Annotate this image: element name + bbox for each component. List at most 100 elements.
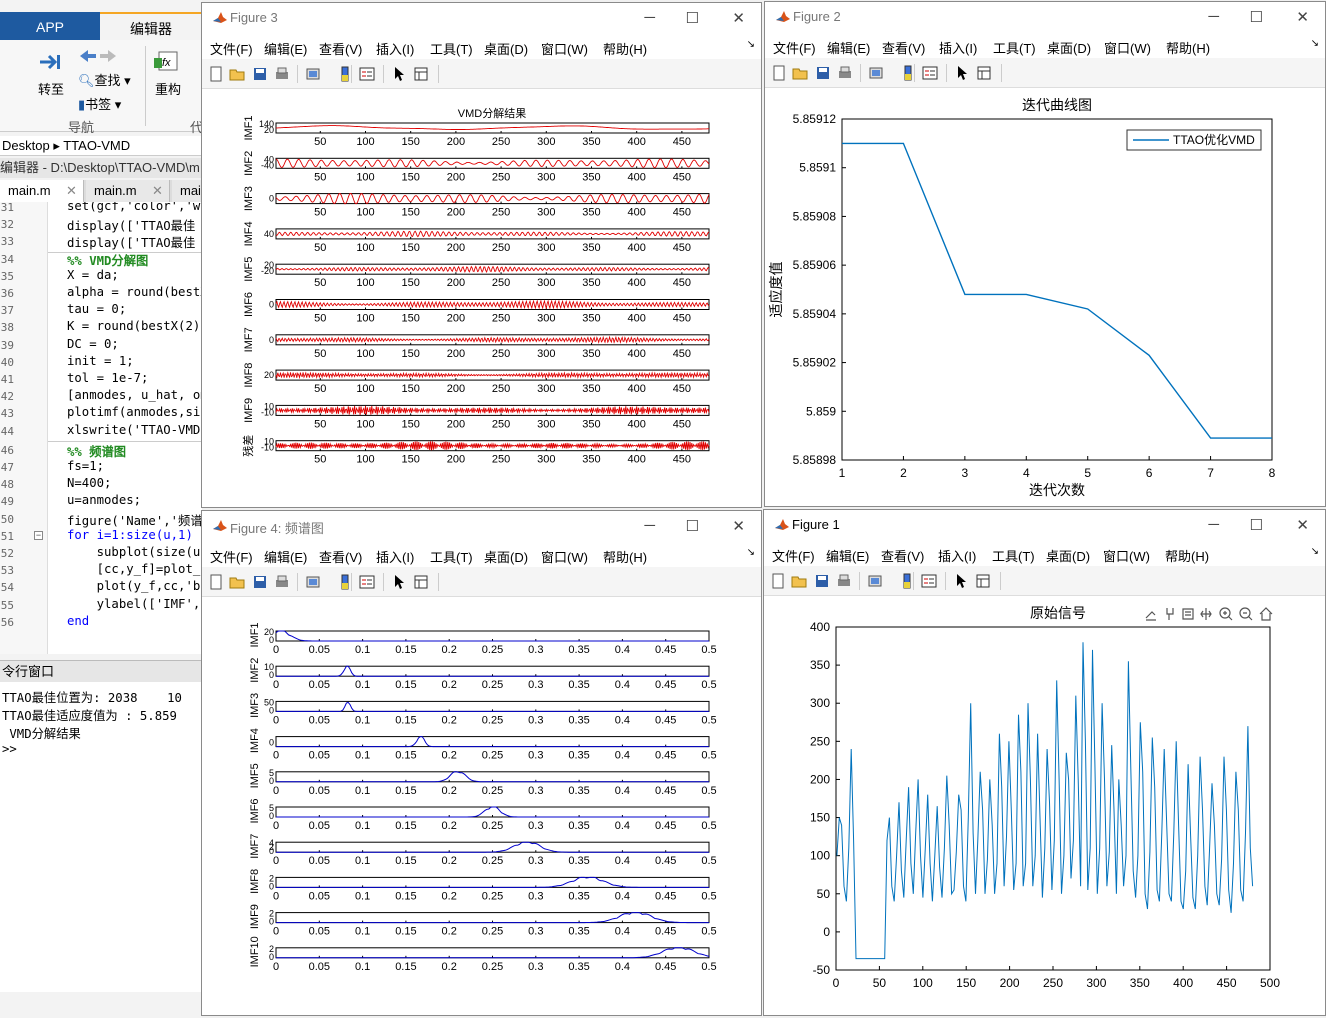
- title-bar[interactable]: Figure 3 ─ ☐ ✕: [202, 3, 761, 35]
- zoom-out-icon[interactable]: [1239, 607, 1253, 621]
- code-line[interactable]: ylabel(['IMF',: [67, 596, 201, 611]
- minimize-button[interactable]: ─: [644, 517, 655, 534]
- new-file-icon[interactable]: [770, 573, 786, 589]
- close-button[interactable]: ✕: [1296, 517, 1309, 534]
- tab-editor[interactable]: 编辑器: [100, 12, 202, 40]
- editor-tab[interactable]: main.m ✕: [0, 180, 84, 202]
- code-line[interactable]: N=400;: [67, 476, 112, 491]
- code-line[interactable]: K = round(bestX(2): [67, 319, 201, 334]
- maximize-button[interactable]: ☐: [1249, 9, 1263, 26]
- menu-item[interactable]: 文件(F): [773, 41, 816, 56]
- menu-item[interactable]: 窗口(W): [541, 550, 588, 565]
- maximize-button[interactable]: ☐: [685, 10, 699, 27]
- pointer-icon[interactable]: [954, 65, 970, 81]
- menu-item[interactable]: 工具(T): [430, 42, 473, 57]
- colorbar-icon[interactable]: [899, 573, 915, 589]
- menu-item[interactable]: 桌面(D): [484, 550, 529, 565]
- save-icon[interactable]: [814, 573, 830, 589]
- print-icon[interactable]: [837, 65, 853, 81]
- new-file-icon[interactable]: [208, 66, 224, 82]
- new-file-icon[interactable]: [771, 65, 787, 81]
- menu-item[interactable]: 插入(I): [939, 41, 978, 56]
- title-bar[interactable]: Figure 1 ─ ☐ ✕: [764, 510, 1325, 542]
- pan-icon[interactable]: [1200, 608, 1212, 620]
- legend-icon[interactable]: [921, 573, 937, 589]
- colorbar-icon[interactable]: [900, 65, 916, 81]
- goto-icon[interactable]: [38, 52, 62, 72]
- code-line[interactable]: plot(y_f,cc,'b: [67, 579, 201, 594]
- goto-button[interactable]: 转至: [38, 82, 65, 97]
- new-file-icon[interactable]: [208, 574, 224, 590]
- code-line[interactable]: [anmodes, u_hat, om: [67, 388, 202, 403]
- dock-arrow-icon[interactable]: ↘: [746, 547, 755, 558]
- close-button[interactable]: ✕: [732, 518, 745, 535]
- dock-arrow-icon[interactable]: ↘: [1310, 546, 1319, 557]
- refactor-icon[interactable]: fx: [153, 50, 179, 74]
- code-line[interactable]: figure('Name','频谱: [67, 513, 202, 528]
- save-icon[interactable]: [252, 66, 268, 82]
- data-tip-icon[interactable]: [1182, 608, 1194, 620]
- find-button[interactable]: 🔍︎查找 ▾: [78, 73, 131, 88]
- property-editor-icon[interactable]: [413, 574, 429, 590]
- code-line[interactable]: xlswrite('TTAO-VMD: [67, 422, 201, 437]
- code-line[interactable]: plotimf(anmodes,siz: [67, 405, 202, 420]
- pointer-icon[interactable]: [391, 574, 407, 590]
- save-icon[interactable]: [252, 574, 268, 590]
- property-editor-icon[interactable]: [976, 65, 992, 81]
- open-folder-icon[interactable]: [792, 65, 808, 81]
- breadcrumb-folder[interactable]: TTAO-VMD: [63, 138, 131, 153]
- open-folder-icon[interactable]: [229, 574, 245, 590]
- editor-tab[interactable]: mai: [172, 180, 202, 202]
- menu-item[interactable]: 编辑(E): [264, 550, 308, 565]
- legend-icon[interactable]: [922, 65, 938, 81]
- code-line[interactable]: display(['TTAO最佳: [67, 219, 196, 234]
- code-line[interactable]: end: [67, 613, 90, 628]
- save-icon[interactable]: [815, 65, 831, 81]
- close-icon[interactable]: ✕: [152, 183, 163, 198]
- print-icon[interactable]: [836, 573, 852, 589]
- menu-item[interactable]: 文件(F): [772, 549, 815, 564]
- tab-app[interactable]: APP: [35, 19, 64, 35]
- brush-icon[interactable]: [1166, 608, 1174, 620]
- print-icon[interactable]: [274, 66, 290, 82]
- menu-item[interactable]: 工具(T): [993, 41, 1036, 56]
- link-figure-icon[interactable]: [305, 574, 321, 590]
- code-line[interactable]: %% VMD分解图: [67, 253, 149, 268]
- dock-arrow-icon[interactable]: ↘: [1310, 38, 1319, 49]
- menu-item[interactable]: 查看(V): [881, 549, 925, 564]
- code-line[interactable]: tau = 0;: [67, 302, 127, 317]
- back-forward-icon[interactable]: [78, 48, 118, 64]
- menu-item[interactable]: 查看(V): [319, 42, 363, 57]
- menu-item[interactable]: 窗口(W): [541, 42, 588, 57]
- code-line[interactable]: [cc,y_f]=plot_: [67, 562, 201, 577]
- command-prompt[interactable]: >>: [2, 742, 17, 756]
- code-line[interactable]: fs=1;: [67, 459, 105, 473]
- colorbar-icon[interactable]: [337, 574, 353, 590]
- code-line[interactable]: display(['TTAO最佳: [67, 236, 196, 251]
- export-icon[interactable]: [1145, 611, 1156, 621]
- menu-item[interactable]: 桌面(D): [1046, 549, 1091, 564]
- minimize-button[interactable]: ─: [1208, 516, 1219, 533]
- menu-item[interactable]: 编辑(E): [264, 42, 308, 57]
- editor-tab[interactable]: main.m ✕: [86, 180, 170, 202]
- close-button[interactable]: ✕: [732, 10, 745, 27]
- open-folder-icon[interactable]: [791, 573, 807, 589]
- address-bar[interactable]: Desktop ▸ TTAO-VMD: [0, 136, 202, 156]
- close-button[interactable]: ✕: [1296, 9, 1309, 26]
- zoom-in-icon[interactable]: [1219, 607, 1233, 621]
- code-line[interactable]: X = da;: [67, 267, 119, 282]
- menu-item[interactable]: 帮助(H): [1166, 41, 1211, 56]
- dock-arrow-icon[interactable]: ↘: [746, 39, 755, 50]
- legend-icon[interactable]: [359, 66, 375, 82]
- menu-item[interactable]: 工具(T): [430, 550, 473, 565]
- menu-item[interactable]: 查看(V): [882, 41, 926, 56]
- property-editor-icon[interactable]: [975, 573, 991, 589]
- breadcrumb-root[interactable]: Desktop: [2, 138, 50, 153]
- menu-item[interactable]: 插入(I): [376, 42, 415, 57]
- menu-item[interactable]: 工具(T): [992, 549, 1035, 564]
- print-icon[interactable]: [274, 574, 290, 590]
- fold-toggle-icon[interactable]: −: [34, 529, 43, 540]
- menu-item[interactable]: 文件(F): [210, 42, 253, 57]
- title-bar[interactable]: Figure 4: 频谱图 ─ ☐ ✕: [202, 511, 761, 543]
- code-line[interactable]: u=anmodes;: [67, 493, 142, 508]
